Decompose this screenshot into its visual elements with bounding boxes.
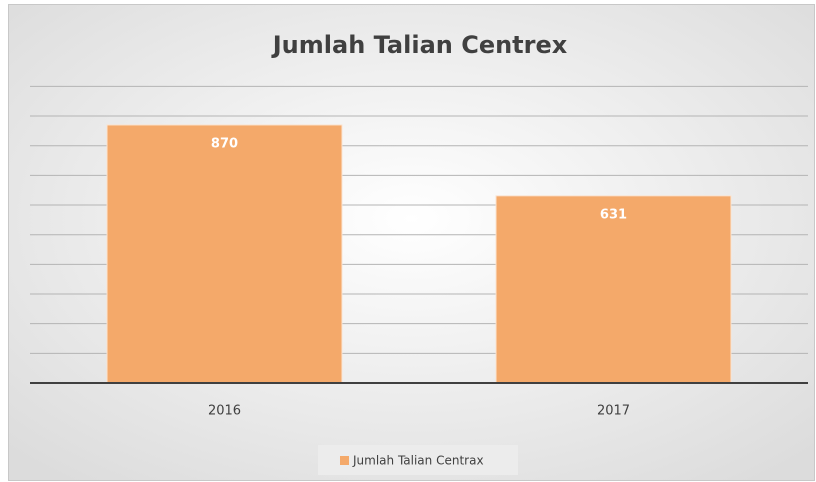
legend-swatch (340, 456, 349, 465)
legend-label: Jumlah Talian Centrax (352, 454, 484, 468)
data-label: 870 (211, 136, 238, 151)
bar (495, 195, 732, 384)
chart-title: Jumlah Talian Centrex (271, 31, 568, 59)
legend: Jumlah Talian Centrax (318, 445, 518, 475)
bar (106, 124, 343, 384)
x-tick-label: 2016 (208, 404, 241, 419)
data-label: 631 (600, 207, 627, 222)
x-tick-label: 2017 (597, 404, 630, 419)
legend-box (318, 445, 518, 475)
